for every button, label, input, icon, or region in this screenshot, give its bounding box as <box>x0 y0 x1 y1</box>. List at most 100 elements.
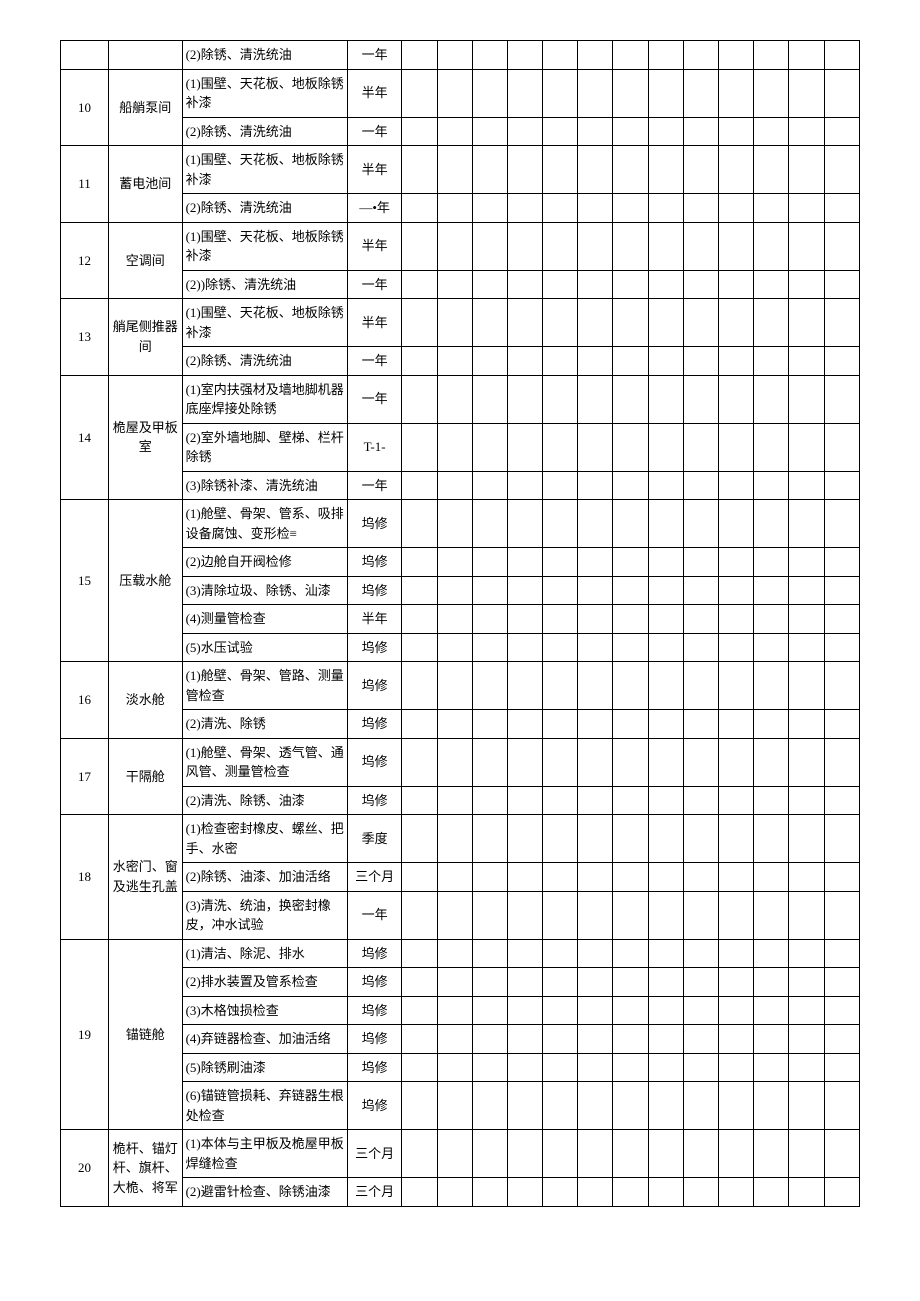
blank-cell <box>824 786 859 815</box>
blank-cell <box>578 117 613 146</box>
task-description: (2)排水装置及管系检查 <box>182 968 347 997</box>
blank-cell <box>683 347 718 376</box>
blank-cell <box>543 1025 578 1054</box>
blank-cell <box>613 786 648 815</box>
blank-cell <box>507 222 542 270</box>
blank-cell <box>754 710 789 739</box>
blank-cell <box>648 347 683 376</box>
blank-cell <box>719 996 754 1025</box>
table-row: (2)除锈、清洗统油一年 <box>61 41 860 70</box>
blank-cell <box>683 500 718 548</box>
blank-cell <box>754 996 789 1025</box>
blank-cell <box>613 270 648 299</box>
table-row: 15压载水舱(1)舱壁、骨架、管系、吸排设备腐蚀、变形检≡坞修 <box>61 500 860 548</box>
blank-cell <box>824 194 859 223</box>
blank-cell <box>437 863 472 892</box>
blank-cell <box>719 41 754 70</box>
blank-cell <box>472 1025 507 1054</box>
blank-cell <box>437 576 472 605</box>
blank-cell <box>648 500 683 548</box>
blank-cell <box>507 1178 542 1207</box>
blank-cell <box>437 891 472 939</box>
blank-cell <box>719 471 754 500</box>
blank-cell <box>824 69 859 117</box>
task-description: (2)清洗、除锈、油漆 <box>182 786 347 815</box>
task-description: (1)舱壁、骨架、透气管、通风管、测量管检查 <box>182 738 347 786</box>
blank-cell <box>507 347 542 376</box>
table-row: 16淡水舱(1)舱壁、骨架、管路、测量管检查坞修 <box>61 662 860 710</box>
blank-cell <box>683 1178 718 1207</box>
blank-cell <box>613 299 648 347</box>
blank-cell <box>507 996 542 1025</box>
task-description: (1)室内扶强材及墙地脚机器底座焊接处除锈 <box>182 375 347 423</box>
blank-cell <box>789 1082 824 1130</box>
task-period: 半年 <box>347 69 401 117</box>
blank-cell <box>437 1178 472 1207</box>
blank-cell <box>683 576 718 605</box>
blank-cell <box>507 633 542 662</box>
blank-cell <box>543 146 578 194</box>
blank-cell <box>472 710 507 739</box>
blank-cell <box>472 815 507 863</box>
blank-cell <box>648 1025 683 1054</box>
task-description: (1)围壁、天花板、地板除锈补漆 <box>182 69 347 117</box>
task-description: (1)检查密封橡皮、螺丝、把手、水密 <box>182 815 347 863</box>
blank-cell <box>824 423 859 471</box>
blank-cell <box>472 41 507 70</box>
blank-cell <box>472 194 507 223</box>
blank-cell <box>578 605 613 634</box>
blank-cell <box>543 194 578 223</box>
blank-cell <box>719 863 754 892</box>
blank-cell <box>437 69 472 117</box>
blank-cell <box>402 146 437 194</box>
blank-cell <box>437 423 472 471</box>
blank-cell <box>578 576 613 605</box>
blank-cell <box>648 891 683 939</box>
blank-cell <box>613 968 648 997</box>
blank-cell <box>472 863 507 892</box>
blank-cell <box>578 299 613 347</box>
blank-cell <box>683 423 718 471</box>
blank-cell <box>613 1025 648 1054</box>
task-period: 一年 <box>347 471 401 500</box>
blank-cell <box>402 891 437 939</box>
blank-cell <box>472 633 507 662</box>
blank-cell <box>824 146 859 194</box>
task-description: (4)弃链器检查、加油活络 <box>182 1025 347 1054</box>
blank-cell <box>578 1130 613 1178</box>
blank-cell <box>472 347 507 376</box>
blank-cell <box>824 347 859 376</box>
blank-cell <box>683 548 718 577</box>
blank-cell <box>824 738 859 786</box>
blank-cell <box>754 222 789 270</box>
blank-cell <box>507 270 542 299</box>
blank-cell <box>683 1130 718 1178</box>
blank-cell <box>402 375 437 423</box>
blank-cell <box>472 548 507 577</box>
blank-cell <box>683 41 718 70</box>
blank-cell <box>789 1178 824 1207</box>
blank-cell <box>683 710 718 739</box>
blank-cell <box>472 1082 507 1130</box>
blank-cell <box>543 996 578 1025</box>
blank-cell <box>824 576 859 605</box>
blank-cell <box>648 423 683 471</box>
task-period: 坞修 <box>347 968 401 997</box>
blank-cell <box>472 891 507 939</box>
row-number: 19 <box>61 939 109 1130</box>
blank-cell <box>719 347 754 376</box>
blank-cell <box>683 299 718 347</box>
blank-cell <box>578 710 613 739</box>
blank-cell <box>754 662 789 710</box>
blank-cell <box>507 548 542 577</box>
blank-cell <box>648 41 683 70</box>
blank-cell <box>402 471 437 500</box>
blank-cell <box>613 41 648 70</box>
blank-cell <box>754 968 789 997</box>
blank-cell <box>472 1130 507 1178</box>
table-row: 11蓄电池间(1)围壁、天花板、地板除锈补漆半年 <box>61 146 860 194</box>
blank-cell <box>578 891 613 939</box>
blank-cell <box>719 633 754 662</box>
blank-cell <box>437 270 472 299</box>
blank-cell <box>719 815 754 863</box>
